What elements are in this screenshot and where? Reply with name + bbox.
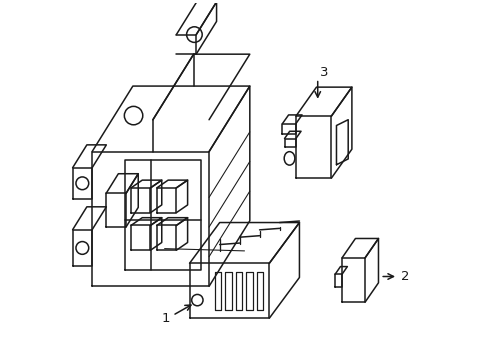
Text: 3: 3 [319, 66, 327, 79]
Text: 1: 1 [161, 312, 169, 325]
Text: 2: 2 [400, 270, 408, 283]
